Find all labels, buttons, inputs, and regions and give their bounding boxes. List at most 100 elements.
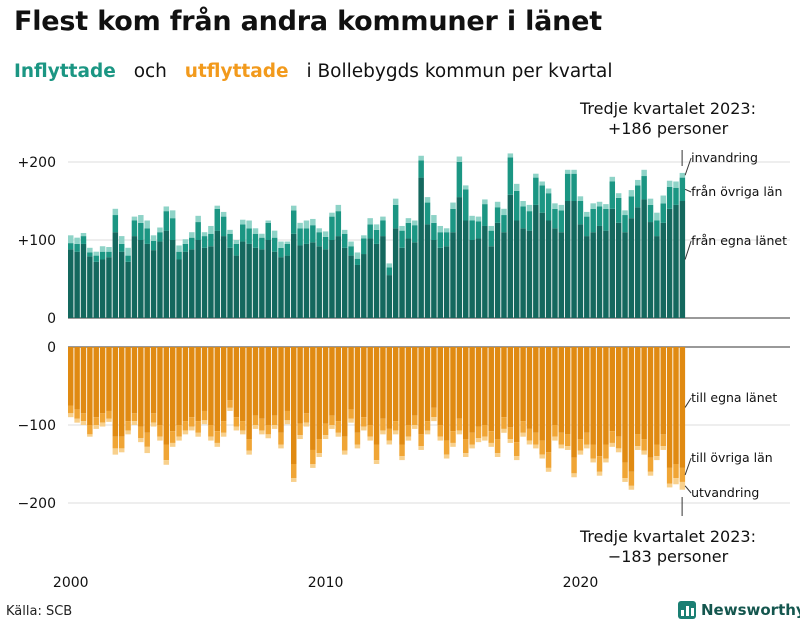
bar-out-segment	[68, 413, 74, 418]
bar-out-segment	[74, 418, 80, 423]
bar-out-segment	[431, 347, 437, 408]
brand-name: Newsworthy	[701, 601, 800, 619]
bar-out-segment	[513, 456, 520, 461]
bar-in-segment	[533, 177, 539, 205]
bar-out-segment	[252, 415, 259, 425]
bar-in-segment	[99, 251, 106, 260]
bar-out-segment	[666, 347, 673, 468]
y-tick-label-top: 0	[47, 311, 56, 327]
bar-in-segment	[131, 236, 138, 318]
bar-out-segment	[513, 442, 520, 457]
bar-in-segment	[450, 202, 456, 209]
bar-in-segment	[214, 230, 221, 318]
bar-in-segment	[182, 243, 189, 252]
bar-in-segment	[584, 211, 590, 217]
bar-in-segment	[290, 205, 297, 211]
bar-in-segment	[539, 181, 545, 186]
bar-out-segment	[596, 456, 603, 472]
bar-out-segment	[380, 347, 386, 419]
bar-in-segment	[303, 228, 310, 244]
bar-in-segment	[278, 257, 284, 318]
bar-out-segment	[539, 440, 545, 455]
bar-in-segment	[615, 222, 622, 318]
bar-in-segment	[628, 218, 635, 318]
bar-out-segment	[195, 347, 201, 422]
bar-in-segment	[150, 240, 157, 251]
bar-in-segment	[329, 212, 335, 217]
bar-in-segment	[475, 216, 482, 222]
annotation-bottom-line1: Tredje kvartalet 2023:	[580, 527, 756, 546]
bar-in-segment	[603, 204, 609, 209]
bar-out-segment	[240, 347, 246, 422]
bar-in-segment	[125, 255, 131, 262]
bar-out-segment	[106, 347, 112, 411]
bar-out-segment	[367, 347, 373, 425]
bar-out-segment	[182, 430, 189, 435]
bar-in-segment	[443, 246, 450, 318]
bar-in-segment	[418, 160, 424, 178]
bar-out-segment	[335, 347, 342, 422]
annotation-top-line2: +186 personer	[607, 119, 729, 138]
bar-in-segment	[335, 204, 342, 212]
bar-out-segment	[310, 464, 316, 468]
bar-out-segment	[482, 436, 488, 441]
bar-out-segment	[412, 347, 418, 416]
chart-title: Flest kom från andra kommuner i länet	[14, 6, 602, 37]
bar-out-segment	[437, 436, 444, 441]
bar-in-segment	[163, 206, 170, 212]
bar-in-segment	[494, 222, 501, 318]
bar-in-segment	[284, 243, 291, 256]
bar-in-segment	[176, 245, 182, 252]
bar-out-segment	[290, 464, 297, 479]
bar-out-segment	[673, 464, 679, 479]
bar-in-segment	[380, 236, 386, 318]
bar-in-segment	[303, 243, 310, 318]
bar-out-segment	[596, 347, 603, 457]
bar-in-segment	[437, 225, 444, 233]
bar-out-segment	[482, 425, 488, 437]
bar-in-segment	[246, 243, 252, 318]
bar-out-segment	[520, 432, 526, 437]
bar-out-segment	[169, 347, 176, 432]
bar-out-segment	[189, 347, 195, 418]
bar-out-segment	[488, 347, 494, 432]
bar-in-segment	[596, 206, 603, 226]
bar-in-segment	[150, 250, 157, 318]
bar-out-segment	[303, 422, 310, 427]
bar-in-segment	[622, 232, 628, 318]
bar-out-segment	[290, 478, 297, 482]
bar-in-segment	[571, 173, 577, 201]
bar-in-segment	[603, 208, 609, 231]
bar-in-segment	[316, 232, 322, 247]
bar-out-segment	[475, 438, 482, 443]
bar-in-segment	[220, 211, 227, 217]
bar-in-segment	[545, 188, 552, 194]
bar-in-segment	[564, 201, 571, 318]
chart-subtitle: Inflyttade och utflyttade i Bollebygds k…	[14, 61, 625, 82]
bar-out-segment	[564, 347, 571, 435]
bar-out-segment	[99, 413, 106, 423]
bar-in-segment	[182, 239, 189, 244]
label-leader-top	[684, 188, 692, 193]
bar-in-segment	[463, 189, 469, 221]
bar-in-segment	[335, 236, 342, 318]
bar-out-segment	[329, 415, 335, 425]
bar-in-segment	[558, 204, 565, 211]
bar-out-segment	[590, 444, 596, 459]
bar-in-segment	[482, 225, 488, 318]
bar-in-segment	[622, 215, 628, 233]
bar-in-segment	[87, 256, 93, 318]
bar-in-segment	[405, 238, 412, 318]
bar-out-segment	[501, 428, 507, 433]
bar-in-segment	[584, 216, 590, 237]
bar-out-segment	[450, 442, 456, 447]
bar-in-segment	[157, 232, 163, 242]
bar-in-segment	[647, 222, 654, 318]
bar-out-segment	[673, 478, 679, 485]
bar-out-segment	[316, 453, 322, 457]
bar-out-segment	[392, 347, 399, 422]
bar-out-segment	[157, 425, 163, 437]
bar-out-segment	[392, 421, 399, 431]
bar-out-segment	[297, 435, 303, 440]
bar-out-segment	[348, 418, 354, 423]
